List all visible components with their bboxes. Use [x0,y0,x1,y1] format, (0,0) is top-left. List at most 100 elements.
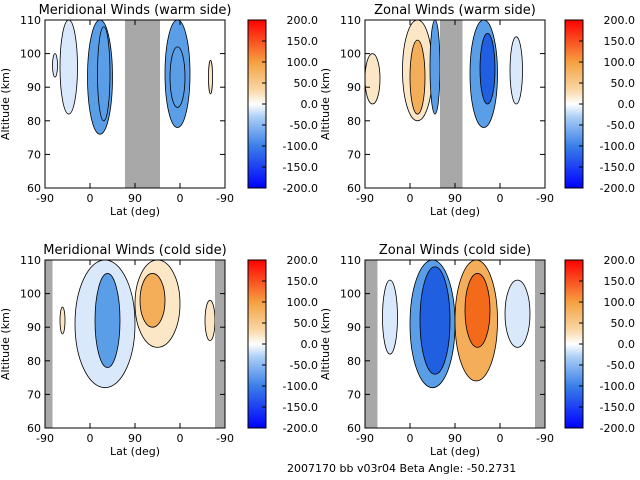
panel-4: Zonal Winds (cold side)-90 0 90 0 -906070809… [319,243,635,458]
contour-region [509,36,523,105]
x-tick-label: 0 [87,192,94,205]
colorbar-tick-label: -50.0 [607,119,635,132]
colorbar-tick-label: 50.0 [611,317,636,330]
x-tick-label: 0 [497,192,504,205]
contour-region [94,273,121,368]
colorbar-tick-label: 150.0 [287,35,319,48]
x-tick-label: -90 [216,432,234,445]
contour-region [409,39,426,115]
y-axis-label: Altitude (km) [0,68,12,140]
x-tick-label: 0 [177,432,184,445]
contour-region [52,53,58,78]
x-axis-label: Lat (deg) [430,445,480,458]
contour-region [429,20,441,115]
y-tick-label: 70 [27,148,41,161]
colorbar-tick-label: -100.0 [600,380,635,393]
contour-region [504,279,531,348]
colorbar-tick-label: 0.0 [618,338,636,351]
contour-region [365,53,381,105]
colorbar-tick-label: 0.0 [301,98,319,111]
x-tick-label: 90 [128,432,142,445]
colorbar-tick-label: -200.0 [283,182,318,195]
y-axis-label: Altitude (km) [319,68,332,140]
y-tick-label: 80 [27,115,41,128]
y-tick-label: 80 [347,355,361,368]
panel-title: Zonal Winds (cold side) [379,243,531,258]
x-tick-label: 0 [497,432,504,445]
y-tick-label: 70 [347,388,361,401]
panel-title: Meridional Winds (cold side) [43,243,226,258]
footer-text: 2007170 bb v03r04 Beta Angle: -50.2731 [287,462,516,475]
colorbar-tick-label: -100.0 [283,380,318,393]
contour-region [59,20,78,115]
x-tick-label: -90 [536,192,554,205]
colorbar-tick-label: 200.0 [604,254,636,267]
colorbar-tick-label: 100.0 [604,296,636,309]
colorbar-tick-label: 100.0 [287,296,319,309]
x-tick-label: 90 [448,432,462,445]
colorbar-tick-label: 200.0 [287,254,319,267]
y-axis-label: Altitude (km) [319,308,332,380]
panel-title: Meridional Winds (warm side) [39,3,232,18]
colorbar-tick-label: -100.0 [600,140,635,153]
y-tick-label: 70 [27,388,41,401]
y-tick-label: 110 [340,14,361,27]
y-tick-label: 60 [347,422,361,435]
colorbar-tick-label: -50.0 [290,359,318,372]
y-tick-label: 100 [20,48,41,61]
y-tick-label: 80 [347,115,361,128]
colorbar-tick-label: 50.0 [294,77,319,90]
x-axis-label: Lat (deg) [110,205,160,218]
contour-region [139,273,166,328]
y-tick-label: 90 [347,81,361,94]
contour-region [464,273,491,348]
colorbar-tick-label: 100.0 [604,56,636,69]
x-axis-label: Lat (deg) [110,445,160,458]
x-tick-label: 90 [128,192,142,205]
x-tick-label: -90 [36,192,54,205]
colorbar-tick-label: -150.0 [600,161,635,174]
y-axis-label: Altitude (km) [0,308,12,380]
x-tick-label: -90 [536,432,554,445]
y-tick-label: 100 [20,288,41,301]
x-tick-label: -90 [356,432,374,445]
colorbar-tick-label: 200.0 [604,14,636,27]
x-tick-label: 0 [407,432,414,445]
colorbar-tick-label: -200.0 [600,422,635,435]
x-tick-label: 0 [87,432,94,445]
contour-region [382,279,398,355]
y-tick-label: 70 [347,148,361,161]
x-tick-label: 0 [407,192,414,205]
x-tick-label: -90 [216,192,234,205]
panel-1: Meridional Winds (warm side)-90 0 90 0 -9060… [0,3,318,218]
y-tick-label: 60 [27,182,41,195]
x-tick-label: -90 [36,432,54,445]
x-tick-label: 0 [177,192,184,205]
no-data-band [125,20,160,188]
y-tick-label: 110 [20,254,41,267]
no-data-band [365,260,378,428]
no-data-band [45,260,53,428]
colorbar-tick-label: 50.0 [294,317,319,330]
contour-region [204,299,216,342]
x-tick-label: -90 [356,192,374,205]
plot-frame [44,259,226,429]
colorbar-tick-label: -150.0 [283,161,318,174]
no-data-band [535,260,545,428]
colorbar-tick-label: 200.0 [287,14,319,27]
colorbar-tick-label: 0.0 [618,98,636,111]
x-tick-label: 90 [448,192,462,205]
colorbar-tick-label: -200.0 [600,182,635,195]
colorbar-tick-label: 150.0 [604,275,636,288]
colorbar-tick-label: -50.0 [607,359,635,372]
y-tick-label: 60 [27,422,41,435]
y-tick-label: 90 [347,321,361,334]
panel-3: Meridional Winds (cold side)-90 0 90 0 -9060… [0,243,318,458]
panel-title: Zonal Winds (warm side) [374,3,536,18]
y-tick-label: 110 [340,254,361,267]
colorbar-tick-label: -150.0 [283,401,318,414]
colorbar-tick-label: 150.0 [287,275,319,288]
colorbar-tick-label: -100.0 [283,140,318,153]
colorbar-tick-label: -150.0 [600,401,635,414]
